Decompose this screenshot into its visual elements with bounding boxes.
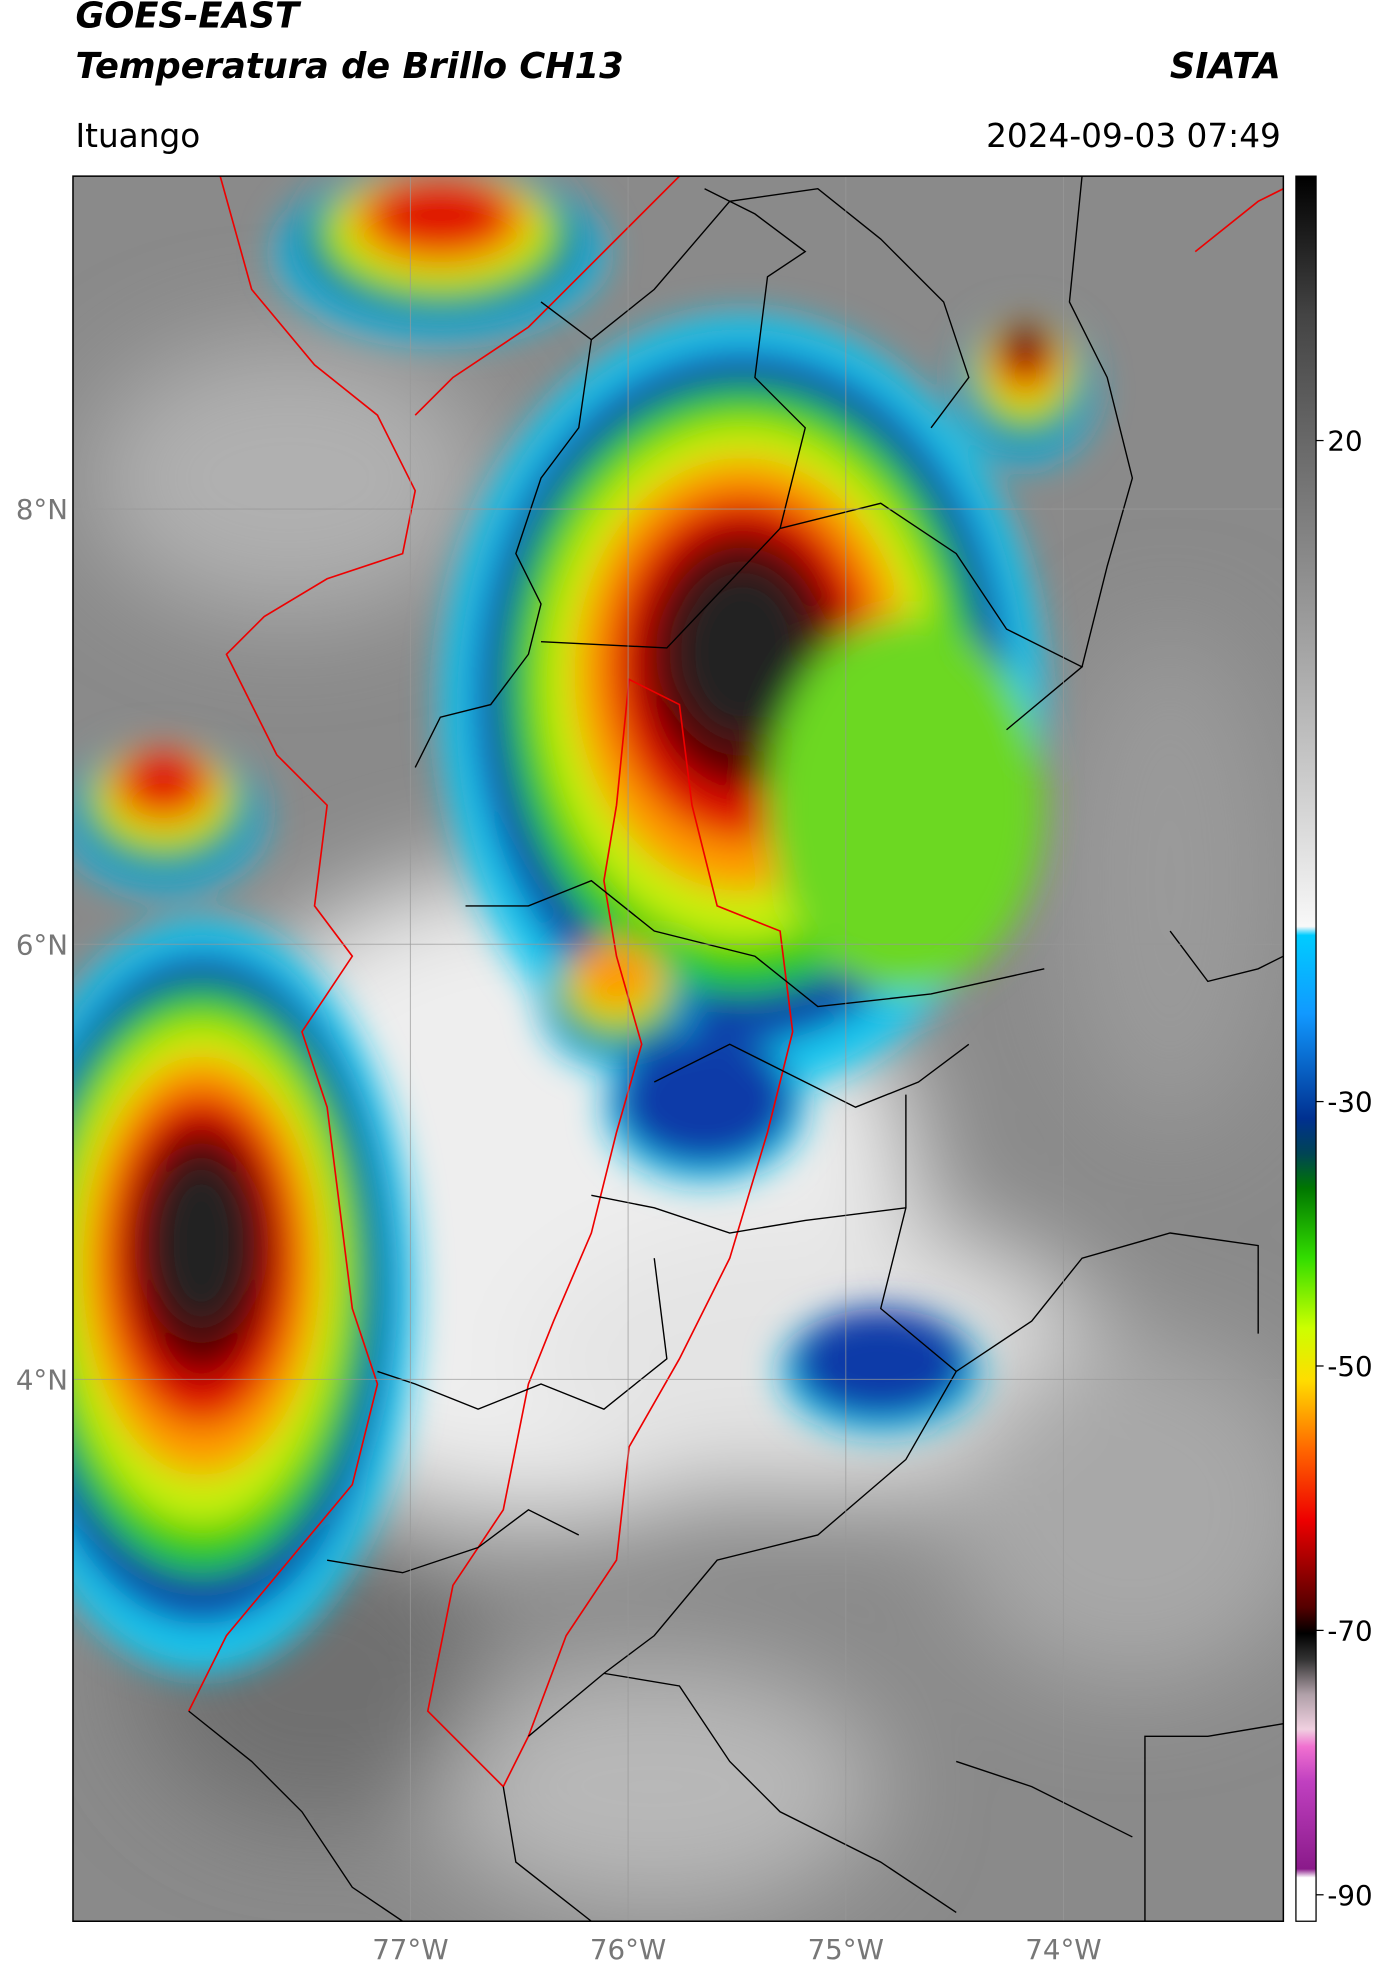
cloud bbox=[367, 176, 514, 254]
cloud bbox=[153, 1159, 249, 1327]
colorbar-tick-label: -90 bbox=[1327, 1879, 1372, 1912]
map-image bbox=[72, 176, 1284, 1922]
map-frame bbox=[72, 175, 1285, 1922]
cloud bbox=[791, 1307, 971, 1420]
cloud bbox=[675, 565, 810, 739]
product-title: Temperatura de Brillo CH13 bbox=[75, 46, 623, 87]
cloud bbox=[767, 616, 1045, 994]
colorbar-tick-label: -30 bbox=[1327, 1086, 1372, 1119]
lat-tick-label: 8°N bbox=[16, 493, 68, 526]
colorbar-tick-label: 20 bbox=[1327, 425, 1362, 458]
colorbar-tick-label: -70 bbox=[1327, 1614, 1372, 1647]
satellite-title: GOES-EAST bbox=[75, 0, 302, 37]
lon-tick-label: 77°W bbox=[372, 1933, 448, 1966]
agency-label: SIATA bbox=[1170, 46, 1281, 87]
cloud bbox=[574, 941, 659, 1012]
lon-tick-label: 74°W bbox=[1025, 1933, 1101, 1966]
colorbar-tick-label: -50 bbox=[1327, 1350, 1372, 1383]
cloud bbox=[1002, 319, 1049, 370]
lat-tick-label: 4°N bbox=[16, 1363, 68, 1396]
timestamp-label: 2024-09-03 07:49 bbox=[986, 117, 1281, 155]
cloud bbox=[615, 1032, 795, 1167]
lon-tick-label: 76°W bbox=[590, 1933, 666, 1966]
lat-tick-label: 6°N bbox=[16, 928, 68, 961]
colorbar bbox=[1295, 175, 1317, 1922]
lon-tick-label: 75°W bbox=[808, 1933, 884, 1966]
cloud bbox=[118, 746, 209, 814]
location-label: Ituango bbox=[75, 117, 200, 155]
